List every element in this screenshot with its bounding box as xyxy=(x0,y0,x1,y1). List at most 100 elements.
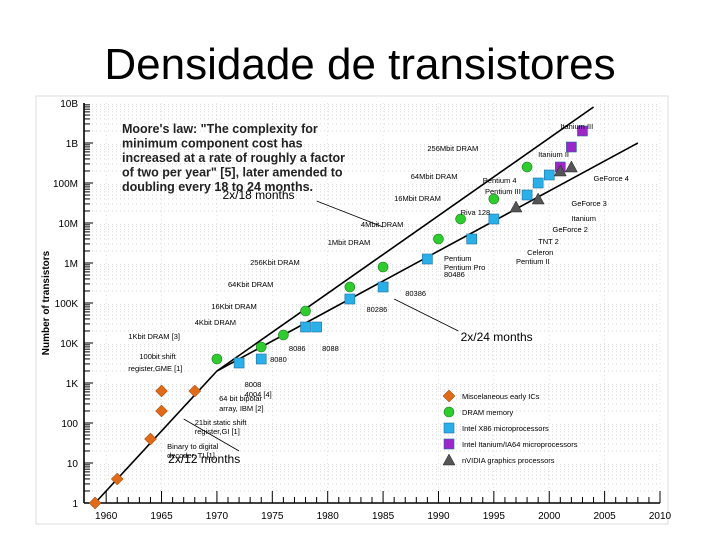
quote-line: of two per year" [5], later amended to xyxy=(122,166,343,180)
grid-lines xyxy=(84,103,661,503)
misc-point xyxy=(88,496,102,510)
dram-point xyxy=(377,261,389,273)
y-tick-label: 10B xyxy=(60,99,78,110)
y-axis-label: Number of transistors xyxy=(41,250,52,355)
trend-label: 2x/18 months xyxy=(222,188,294,202)
intel_x86-point xyxy=(311,321,322,333)
annotation-label: Pentium xyxy=(444,254,472,263)
dram-point xyxy=(344,281,356,293)
y-tick-label: 1M xyxy=(64,259,78,270)
annotation-label: Itanium II xyxy=(538,150,569,159)
annotations: 1Kbit DRAM [3] 4Kbit DRAM 16Kbit DRAM 64Kbi… xyxy=(128,122,629,460)
annotation-label: Itanium xyxy=(571,214,596,223)
x-tick-label: 1960 xyxy=(95,511,118,522)
annotation-label: 64 bit bipolar xyxy=(219,394,262,403)
x-tick-label: 2010 xyxy=(649,511,672,522)
y-tick-label: 10M xyxy=(59,219,78,230)
legend: Miscelaneous early ICs DRAM memory Intel X… xyxy=(442,389,578,466)
legend-marker xyxy=(442,389,456,403)
y-tick-label: 100 xyxy=(61,419,78,430)
annotation-label: Pentium 4 xyxy=(483,176,517,185)
annotation-label: Pentium Pro xyxy=(444,263,485,272)
x-tick-label: 1965 xyxy=(150,511,173,522)
y-tick-label: 1K xyxy=(66,379,79,390)
misc-point xyxy=(110,472,124,486)
intel_x86-point xyxy=(300,321,311,333)
dram-point xyxy=(255,341,267,353)
annotation-label: Celeron xyxy=(527,248,553,257)
annotation-label: 8008 xyxy=(245,380,262,389)
nvidia-point xyxy=(509,200,523,213)
x-tick-label: 2000 xyxy=(538,511,561,522)
dram-point xyxy=(433,233,444,245)
intel_x86-point xyxy=(543,169,555,181)
leader-line xyxy=(316,200,384,228)
intel_x86-point xyxy=(532,177,544,189)
annotation-label: 80386 xyxy=(405,289,426,298)
nvidia-point xyxy=(553,164,567,177)
annotation-label: Riva 128 xyxy=(461,208,491,217)
misc-point xyxy=(144,432,157,446)
intel_x86-point xyxy=(466,233,477,245)
x-tick-label: 1980 xyxy=(317,511,340,522)
itanium-point xyxy=(566,141,577,153)
intel_x86-point xyxy=(377,281,389,293)
legend-marker xyxy=(443,438,455,450)
dram-point xyxy=(300,305,311,317)
annotation-label: 64Kbit DRAM xyxy=(228,280,273,289)
data-points xyxy=(88,125,588,510)
quote-line: doubling every 18 to 24 months. xyxy=(122,180,313,194)
annotation-label: 1Mbit DRAM xyxy=(328,238,371,247)
x-tick-label: 1990 xyxy=(427,511,450,522)
y-tick-label: 100M xyxy=(53,179,78,190)
annotation-label: decoder, TI [1] xyxy=(167,451,215,460)
annotation-label: GeForce 3 xyxy=(571,199,606,208)
legend-marker xyxy=(443,422,455,434)
y-tick-label: 10K xyxy=(60,339,78,350)
annotation-label: 100bit shift xyxy=(139,352,176,361)
nvidia-point xyxy=(564,160,578,173)
annotation-label: Pentium II xyxy=(516,257,550,266)
legend-marker xyxy=(443,406,455,418)
annotation-label: 4Kbit DRAM xyxy=(195,318,236,327)
y-tick-label: 10 xyxy=(67,459,79,470)
trend-line xyxy=(216,106,594,372)
annotation-label: 8088 xyxy=(322,344,339,353)
y-tick-label: 100K xyxy=(55,299,79,310)
annotation-label: Pentium III xyxy=(485,187,521,196)
quote-line: Moore's law: "The complexity for xyxy=(122,122,318,136)
x-tick-label: 1970 xyxy=(206,511,229,522)
annotation-label: 16Mbit DRAM xyxy=(394,194,441,203)
annotation-label: Binary to digital xyxy=(167,442,219,451)
annotation-label: 256Kbit DRAM xyxy=(250,258,300,267)
legend-label: nVIDIA graphics processors xyxy=(462,456,555,465)
annotation-label: array, IBM [2] xyxy=(219,404,263,413)
intel_x86-point xyxy=(422,253,433,265)
dram-point xyxy=(278,329,289,341)
legend-label: DRAM memory xyxy=(462,408,514,417)
dram-point xyxy=(521,161,533,173)
leader-line xyxy=(183,418,240,452)
y-tick-label: 1 xyxy=(72,499,78,510)
x-tick-label: 1985 xyxy=(372,511,395,522)
axes: 1 10 100 1K 10K 100K 1M 10M 100M 1B 10B 1960 1965 197… xyxy=(41,99,672,522)
x-tick-label: 1995 xyxy=(483,511,506,522)
slide-title: Densidade de transistores xyxy=(104,40,616,89)
misc-point xyxy=(188,384,202,398)
legend-label: Miscelaneous early ICs xyxy=(462,392,540,401)
annotation-label: GeForce 4 xyxy=(594,174,629,183)
misc-point xyxy=(155,404,168,418)
quote-line: minimum component cost has xyxy=(122,137,303,151)
annotation-label: 8080 xyxy=(270,355,287,364)
dram-point xyxy=(455,213,466,225)
annotation-label: register,GI [1] xyxy=(195,427,240,436)
annotation-label: 80486 xyxy=(444,270,465,279)
annotation-label: register,GME [1] xyxy=(128,364,182,373)
annotation-label: GeForce 2 xyxy=(553,225,588,234)
legend-marker xyxy=(442,453,456,466)
annotation-label: 80286 xyxy=(366,305,387,314)
annotation-label: 8086 xyxy=(289,344,306,353)
trend-label: 2x/12 months xyxy=(168,452,240,466)
annotation-label: TNT 2 xyxy=(538,237,559,246)
dram-point xyxy=(488,193,500,205)
